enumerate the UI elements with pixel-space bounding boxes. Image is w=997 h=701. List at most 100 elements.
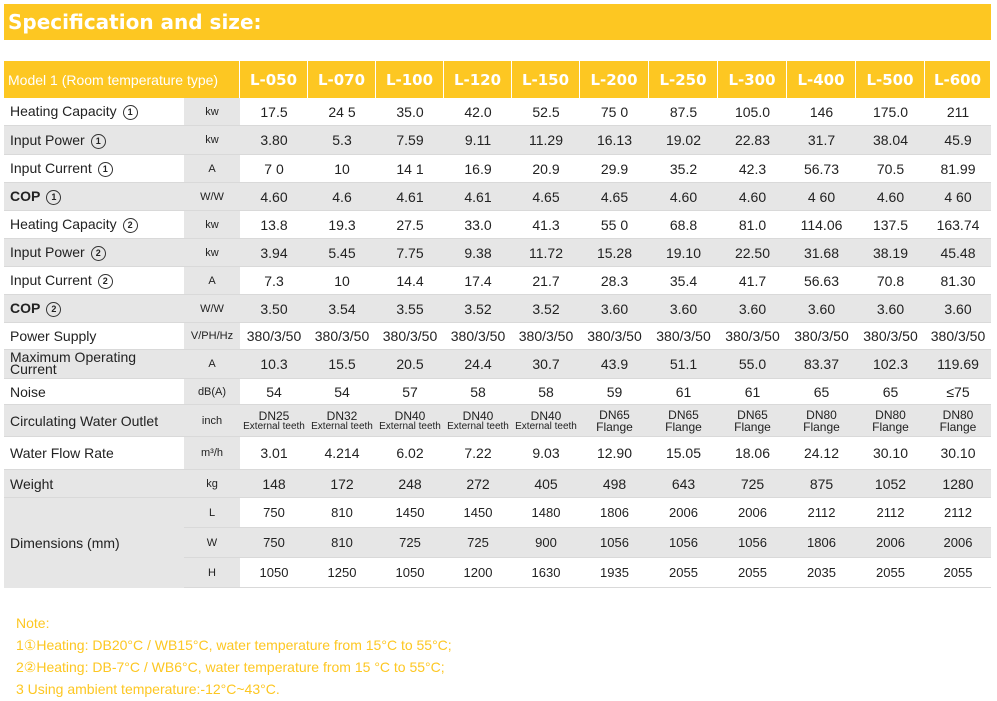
row-label-text: Input Power [10,244,85,260]
section-title: Specification and size: [4,4,991,40]
table-cell: 2112 [787,498,856,528]
row-label-text: Heating Capacity [10,103,117,119]
table-cell: 14.4 [376,267,444,295]
table-cell: 56.63 [787,267,856,295]
table-cell: 380/3/50 [649,323,718,350]
row-label-text: COP [10,188,41,204]
table-cell: 643 [649,470,718,498]
table-cell: 38.04 [856,126,925,155]
condition-mark: 2 [46,302,62,317]
table-row: Water Flow Rate m³/h 3.01 4.214 6.02 7.22 9.03… [4,437,991,470]
table-cell: 16.9 [444,155,512,183]
table-cell: 30.10 [856,437,925,470]
table-cell: DN65 Flange [718,405,787,437]
table-cell: 41.3 [512,211,580,239]
table-cell: 248 [376,470,444,498]
table-cell: 3.60 [787,295,856,323]
table-cell: ≤75 [925,379,991,405]
table-cell: 380/3/50 [308,323,376,350]
row-label: Weight [4,470,184,498]
table-cell: 24.12 [787,437,856,470]
note-line: 2②Heating: DB-7°C / WB6°C, water tempera… [16,659,445,675]
table-cell: 4.65 [580,183,649,211]
condition-mark: 1 [90,133,106,149]
table-cell: 15.28 [580,239,649,267]
table-cell: 19.3 [308,211,376,239]
table-cell: 175.0 [856,98,925,126]
row-label: COP 2 [4,295,184,323]
outlet-size: DN65 [737,407,768,422]
row-unit: dB(A) [184,379,240,405]
table-cell: 21.7 [512,267,580,295]
table-cell: 4.60 [718,183,787,211]
table-cell: 54 [240,379,308,405]
table-cell: DN80 Flange [925,405,991,437]
table-cell: 55.0 [718,350,787,379]
table-cell: 35.4 [649,267,718,295]
model-header-l-250: L-250 [649,61,718,98]
table-cell: 172 [308,470,376,498]
row-label: Power Supply [4,323,184,350]
table-cell: 18.06 [718,437,787,470]
table-cell: 1056 [718,528,787,558]
row-unit: A [184,155,240,183]
table-cell: 31.7 [787,126,856,155]
table-cell: 380/3/50 [856,323,925,350]
table-cell: 65 [787,379,856,405]
table-row: Weight kg 148 172 248 272 405 498 643 725 875 1052 1… [4,470,991,498]
table-cell: 380/3/50 [580,323,649,350]
table-cell: 45.48 [925,239,991,267]
table-cell: 2006 [718,498,787,528]
table-cell: 1935 [580,558,649,588]
outlet-type: Flange [872,419,909,434]
outlet-type: Flange [665,419,702,434]
table-cell: 1630 [512,558,580,588]
row-label: Input Current 2 [4,267,184,295]
table-cell: DN80 Flange [787,405,856,437]
table-cell: 3.50 [240,295,308,323]
row-label-text: Input Current [10,160,92,176]
outlet-type: External teeth [243,420,305,432]
table-cell: 2055 [649,558,718,588]
table-row: Heating Capacity 2 kw 13.8 19.3 27.5 33.0 41.3 5… [4,211,991,239]
table-cell: 380/3/50 [787,323,856,350]
table-cell: 3.94 [240,239,308,267]
row-unit: kw [184,211,240,239]
model-header-l-150: L-150 [512,61,580,98]
table-cell: 380/3/50 [240,323,308,350]
table-cell: 4.61 [444,183,512,211]
table-cell: 70.5 [856,155,925,183]
outlet-size: DN40 [530,408,562,423]
dimension-unit: W [184,528,240,558]
outlet-type: Flange [734,419,771,434]
table-cell: 42.0 [444,98,512,126]
table-cell: DN80 Flange [856,405,925,437]
table-cell: 3.80 [240,126,308,155]
table-cell: 105.0 [718,98,787,126]
model-header-l-300: L-300 [718,61,787,98]
table-cell: 725 [444,528,512,558]
table-cell: 81.30 [925,267,991,295]
table-row: COP 1 W/W 4.60 4.6 4.61 4.61 4.65 4.65 4.60 4.60 4 … [4,183,991,211]
model-header-l-120: L-120 [444,61,512,98]
table-cell: 59 [580,379,649,405]
table-cell: 3.60 [649,295,718,323]
table-cell: 4.60 [240,183,308,211]
row-label: Noise [4,379,184,405]
row-label-text: Water Flow Rate [10,445,114,461]
table-cell: 83.37 [787,350,856,379]
table-cell: 380/3/50 [925,323,991,350]
table-cell: 3.55 [376,295,444,323]
table-row: COP 2 W/W 3.50 3.54 3.55 3.52 3.52 3.60 3.60 3.60 3… [4,295,991,323]
model-header-l-600: L-600 [925,61,991,98]
table-cell: 11.29 [512,126,580,155]
table-cell: 22.83 [718,126,787,155]
outlet-size: DN40 [462,408,494,423]
table-cell: 1050 [240,558,308,588]
row-label-text: Maximum Operating Current [10,350,137,377]
table-cell: 5.3 [308,126,376,155]
table-cell: 35.2 [649,155,718,183]
table-cell: 15.05 [649,437,718,470]
table-cell: 41.7 [718,267,787,295]
table-cell: 81.0 [718,211,787,239]
